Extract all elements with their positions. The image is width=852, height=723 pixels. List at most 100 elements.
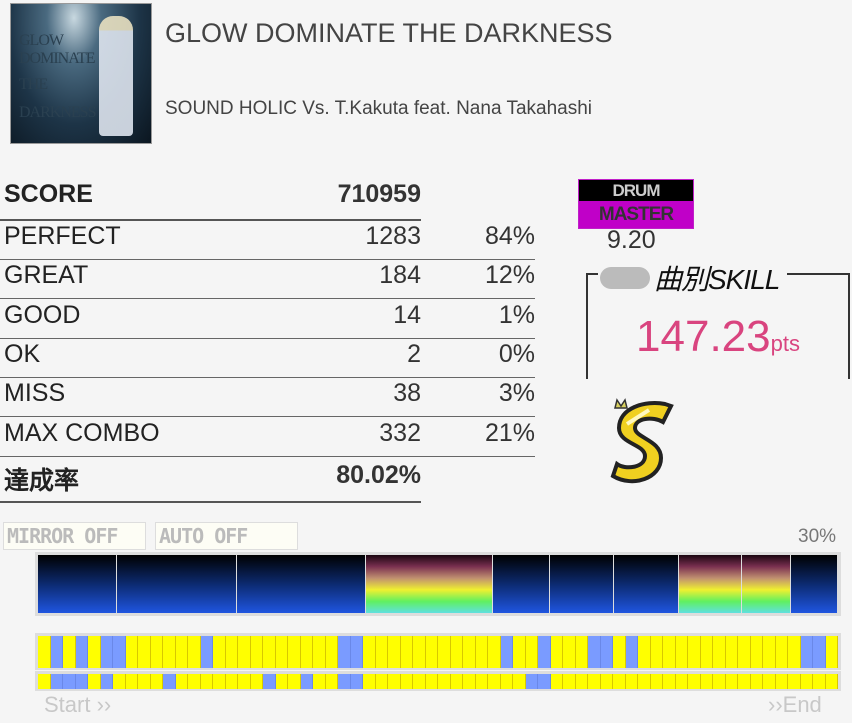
- timeline-cell-hit: [375, 636, 388, 668]
- timeline-cell-hit: [588, 674, 601, 689]
- gauge-segment-dark: [614, 555, 679, 613]
- difficulty-label: MASTER: [579, 201, 693, 228]
- timeline-cell-hit: [725, 636, 738, 668]
- timeline-cell-hit: [138, 674, 151, 689]
- timeline-cell-hit: [138, 636, 151, 668]
- timeline-cell-miss: [75, 674, 88, 689]
- rank-s-icon: [605, 396, 675, 491]
- timeline-cell-hit: [775, 636, 788, 668]
- auto-option-badge: AUTO OFF: [155, 522, 298, 550]
- timeline-cell-hit: [513, 636, 526, 668]
- divider: [0, 455, 535, 457]
- timeline-cell-hit: [675, 636, 688, 668]
- achievement-label: 達成率: [4, 467, 80, 495]
- timeline-cell-hit: [550, 636, 563, 668]
- timeline-cell-hit: [450, 636, 463, 668]
- judgement-percent: 0%: [498, 339, 535, 368]
- timeline-cell-miss: [600, 636, 613, 668]
- timeline-cell-hit: [700, 636, 713, 668]
- skill-header: 曲別SKILL: [598, 258, 788, 298]
- skill-value: 147.23pts: [586, 312, 850, 362]
- timeline-cell-hit: [200, 674, 213, 689]
- divider: [0, 501, 421, 503]
- timeline-cell-miss: [100, 674, 113, 689]
- timeline-cell-hit: [125, 674, 138, 689]
- timeline-cell-hit: [813, 674, 826, 689]
- gauge-segment-dark: [237, 555, 366, 613]
- timeline-cell-hit: [738, 636, 751, 668]
- timeline-cell-hit: [88, 674, 101, 689]
- timeline-row-1: [35, 633, 841, 670]
- timeline-cell-hit: [250, 636, 263, 668]
- judgement-label: GREAT: [4, 261, 89, 290]
- timeline-cell-hit: [750, 636, 763, 668]
- score-row: SCORE 710959: [0, 180, 421, 219]
- timeline-cell-miss: [300, 674, 313, 689]
- timeline-cell-miss: [625, 636, 638, 668]
- timeline-cell-hit: [300, 636, 313, 668]
- mirror-option-badge: MIRROR OFF: [3, 522, 146, 550]
- gauge-segment-dark: [38, 555, 117, 613]
- jacket-text: DOMINATE: [19, 50, 96, 67]
- timeline-cell-hit: [313, 674, 326, 689]
- judgement-count: 2: [407, 339, 421, 368]
- timeline-cell-hit: [425, 674, 438, 689]
- timeline-cell-miss: [50, 636, 63, 668]
- timeline-cell-hit: [288, 674, 301, 689]
- judgement-count: 38: [393, 379, 421, 408]
- timeline-cell-hit: [413, 674, 426, 689]
- timeline-cell-hit: [275, 674, 288, 689]
- timeline-cell-hit: [763, 674, 776, 689]
- judgement-row-perfect: PERFECT 1283 84%: [0, 222, 535, 261]
- timeline-cell-hit: [788, 636, 801, 668]
- timeline-cell-hit: [413, 636, 426, 668]
- album-jacket: GLOW DOMINATE THE DARKNESS: [10, 3, 152, 144]
- timeline-cell-hit: [175, 674, 188, 689]
- divider: [0, 259, 535, 260]
- achievement-value: 80.02%: [336, 461, 421, 489]
- timeline-cell-hit: [113, 674, 126, 689]
- timeline-cell-miss: [100, 636, 113, 668]
- timeline-cell-hit: [788, 674, 801, 689]
- timeline-cell-miss: [538, 636, 551, 668]
- judgement-label: OK: [4, 339, 41, 368]
- judgement-label: GOOD: [4, 300, 81, 329]
- gauge-segment-dark: [117, 555, 237, 613]
- timeline-cell-hit: [825, 674, 838, 689]
- timeline-cell-hit: [763, 636, 776, 668]
- judgement-percent: 12%: [484, 261, 535, 290]
- timeline-cell-hit: [625, 674, 638, 689]
- judgement-row-ok: OK 2 0%: [0, 339, 535, 379]
- timeline-cell-hit: [675, 674, 688, 689]
- timeline-cell-hit: [550, 674, 563, 689]
- timeline-cell-hit: [500, 674, 513, 689]
- timeline-cell-miss: [538, 674, 551, 689]
- divider: [0, 337, 535, 339]
- difficulty-level: 9.20: [607, 226, 656, 254]
- timeline-cell-hit: [425, 636, 438, 668]
- timeline-cell-miss: [200, 636, 213, 668]
- timeline-cell-hit: [825, 636, 838, 668]
- timeline-cell-hit: [213, 674, 226, 689]
- timeline-cell-hit: [488, 674, 501, 689]
- timeline-cell-hit: [175, 636, 188, 668]
- timeline-cell-miss: [500, 636, 513, 668]
- judgement-label: MAX COMBO: [4, 418, 160, 447]
- skill-unit: pts: [770, 331, 800, 356]
- timeline-cell-hit: [263, 636, 276, 668]
- timeline-cell-hit: [388, 636, 401, 668]
- timeline-cell-hit: [700, 674, 713, 689]
- timeline-cell-miss: [350, 636, 363, 668]
- divider: [0, 416, 535, 418]
- divider: [0, 376, 535, 378]
- timeline-cell-miss: [113, 636, 126, 668]
- timeline-cell-hit: [525, 636, 538, 668]
- timeline-cell-miss: [50, 674, 63, 689]
- timeline-cell-hit: [450, 674, 463, 689]
- judgement-count: 1283: [365, 222, 421, 250]
- timeline-cell-hit: [800, 674, 813, 689]
- timeline-cell-hit: [438, 636, 451, 668]
- judgement-count: 184: [379, 261, 421, 290]
- timeline-cell-hit: [150, 636, 163, 668]
- timeline-cell-hit: [463, 674, 476, 689]
